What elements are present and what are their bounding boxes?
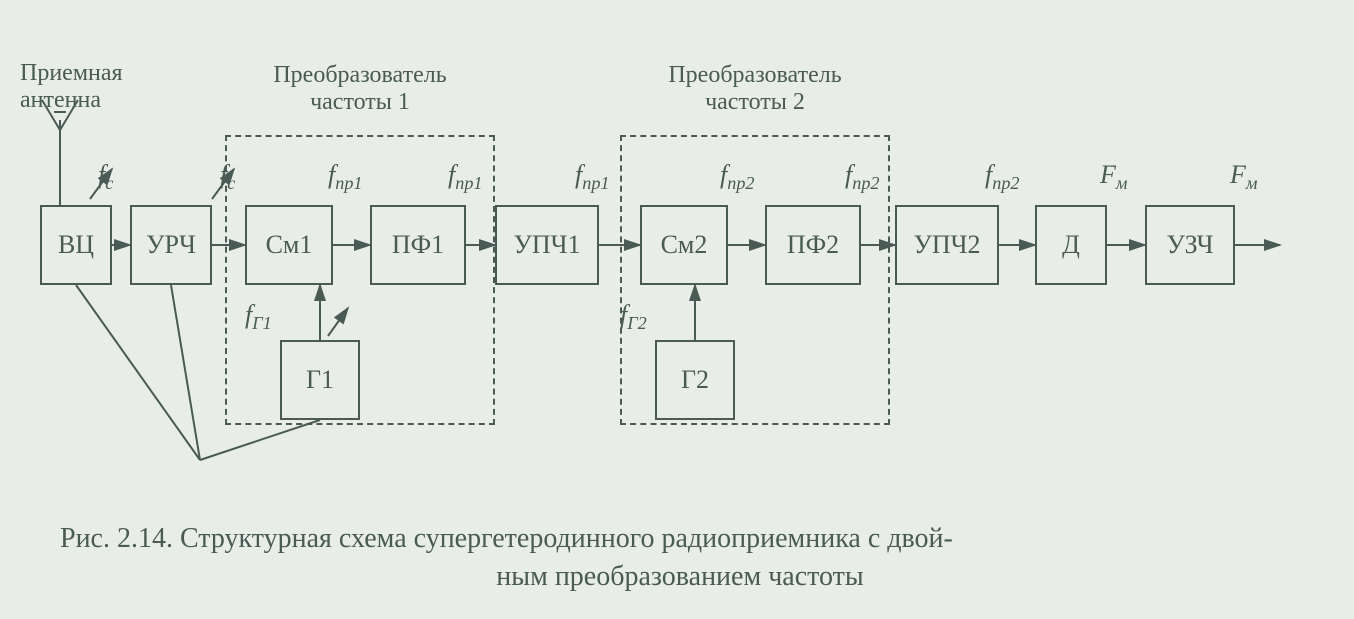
group-label-conv2: Преобразовательчастоты 2	[625, 62, 885, 116]
block-urch: УРЧ	[130, 205, 212, 285]
signal-upch2-out: fпр2	[985, 160, 1020, 194]
block-g2: Г2	[655, 340, 735, 420]
signal-vc-out: fc	[98, 160, 113, 194]
signal-pf2-out: fпр2	[845, 160, 880, 194]
block-uzch: УЗЧ	[1145, 205, 1235, 285]
block-pf2: ПФ2	[765, 205, 861, 285]
signal-urch-out: fc	[220, 160, 235, 194]
signal-upch1-out: fпр1	[575, 160, 610, 194]
block-sm1: См1	[245, 205, 333, 285]
figure-caption: Рис. 2.14. Структурная схема супергетеро…	[60, 520, 1300, 596]
signal-g2: fГ2	[620, 300, 647, 334]
group-label-conv1: Преобразовательчастоты 1	[230, 62, 490, 116]
block-pf1: ПФ1	[370, 205, 466, 285]
block-upch2: УПЧ2	[895, 205, 999, 285]
block-d: Д	[1035, 205, 1107, 285]
signal-uzch-out: Fм	[1230, 160, 1258, 194]
diagram-canvas: Приемная антенна Преобразовательчастоты …	[0, 0, 1354, 619]
signal-g1: fГ1	[245, 300, 272, 334]
signal-sm2-out: fпр2	[720, 160, 755, 194]
antenna-label: Приемная антенна	[20, 60, 123, 114]
signal-sm1-out: fпр1	[328, 160, 363, 194]
block-g1: Г1	[280, 340, 360, 420]
block-upch1: УПЧ1	[495, 205, 599, 285]
signal-d-out: Fм	[1100, 160, 1128, 194]
block-vc: ВЦ	[40, 205, 112, 285]
block-sm2: См2	[640, 205, 728, 285]
signal-pf1-out: fпр1	[448, 160, 483, 194]
